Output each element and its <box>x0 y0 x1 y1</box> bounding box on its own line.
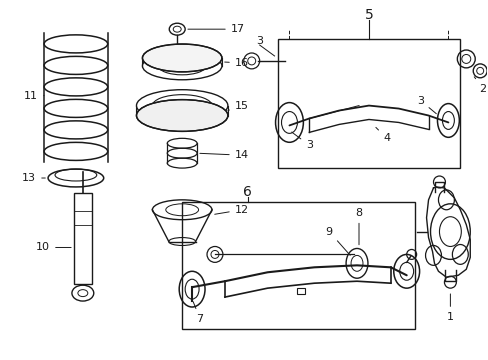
Text: 6: 6 <box>243 185 252 199</box>
Text: 1: 1 <box>446 294 453 322</box>
Text: 2: 2 <box>473 77 486 94</box>
Ellipse shape <box>136 100 227 131</box>
Text: 7: 7 <box>193 302 203 324</box>
Text: 3: 3 <box>416 96 435 114</box>
Bar <box>277 39 459 168</box>
Text: 4: 4 <box>375 127 389 143</box>
Text: 8: 8 <box>355 208 362 245</box>
Bar <box>74 193 92 284</box>
Text: 13: 13 <box>22 173 45 183</box>
Text: 3: 3 <box>256 36 263 46</box>
Text: 5: 5 <box>364 8 372 22</box>
Text: 10: 10 <box>36 243 71 252</box>
Text: 12: 12 <box>214 205 248 215</box>
Text: 15: 15 <box>227 100 248 111</box>
Text: 16: 16 <box>224 58 248 68</box>
Text: 14: 14 <box>200 150 248 160</box>
Ellipse shape <box>142 44 222 72</box>
Bar <box>297 288 305 294</box>
Text: 17: 17 <box>187 24 244 34</box>
Bar <box>182 202 414 329</box>
Text: 9: 9 <box>325 226 349 255</box>
Text: 11: 11 <box>24 91 44 101</box>
Text: 3: 3 <box>291 132 312 150</box>
